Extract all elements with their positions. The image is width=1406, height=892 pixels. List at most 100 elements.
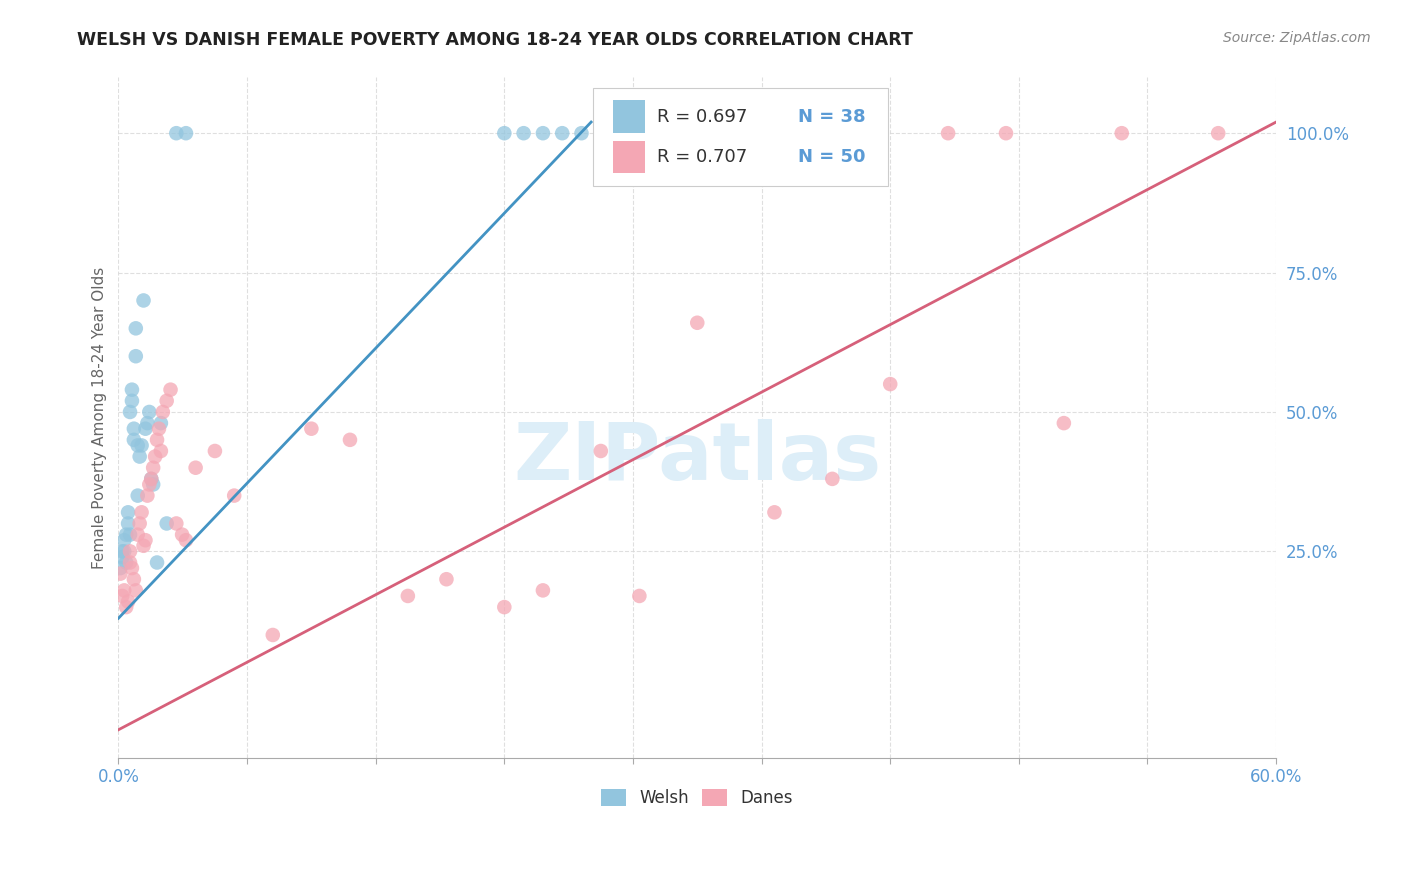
Point bbox=[148, 422, 170, 436]
Point bbox=[204, 444, 226, 458]
Point bbox=[118, 405, 141, 419]
Point bbox=[142, 460, 165, 475]
Point bbox=[262, 628, 284, 642]
Text: N = 38: N = 38 bbox=[797, 108, 865, 126]
Point bbox=[110, 561, 132, 575]
Point bbox=[224, 489, 246, 503]
Point bbox=[128, 516, 150, 531]
Text: N = 50: N = 50 bbox=[797, 148, 865, 166]
Point bbox=[165, 516, 187, 531]
Point bbox=[122, 572, 145, 586]
Point bbox=[1111, 126, 1133, 140]
Point bbox=[165, 126, 187, 140]
Point bbox=[879, 377, 901, 392]
Point bbox=[118, 556, 141, 570]
Point bbox=[131, 438, 153, 452]
Point bbox=[125, 321, 148, 335]
Point bbox=[156, 393, 179, 408]
Text: ZIPatlas: ZIPatlas bbox=[513, 419, 882, 498]
Point bbox=[117, 505, 139, 519]
Point bbox=[531, 126, 554, 140]
Point bbox=[117, 594, 139, 608]
Point bbox=[136, 489, 159, 503]
Point bbox=[110, 566, 132, 581]
Point bbox=[589, 126, 612, 140]
Legend: Welsh, Danes: Welsh, Danes bbox=[595, 782, 800, 814]
Point bbox=[1206, 126, 1229, 140]
Bar bbox=[613, 101, 645, 133]
Point bbox=[132, 539, 155, 553]
Point bbox=[146, 433, 169, 447]
Text: R = 0.697: R = 0.697 bbox=[657, 108, 747, 126]
Point bbox=[531, 583, 554, 598]
Point bbox=[149, 444, 172, 458]
Point bbox=[122, 433, 145, 447]
Point bbox=[115, 556, 138, 570]
Point bbox=[131, 505, 153, 519]
Point bbox=[589, 444, 612, 458]
Point bbox=[111, 544, 134, 558]
Point bbox=[112, 544, 135, 558]
Point bbox=[138, 477, 160, 491]
Point bbox=[121, 393, 143, 408]
Point bbox=[111, 549, 134, 564]
Point bbox=[149, 416, 172, 430]
Point bbox=[628, 589, 651, 603]
Point bbox=[111, 589, 134, 603]
Point bbox=[138, 405, 160, 419]
Point bbox=[142, 477, 165, 491]
Point bbox=[512, 126, 534, 140]
Point bbox=[118, 544, 141, 558]
Point bbox=[125, 349, 148, 363]
Point bbox=[174, 126, 197, 140]
Point bbox=[125, 583, 148, 598]
Y-axis label: Female Poverty Among 18-24 Year Olds: Female Poverty Among 18-24 Year Olds bbox=[93, 267, 107, 569]
Text: Source: ZipAtlas.com: Source: ZipAtlas.com bbox=[1223, 31, 1371, 45]
Point bbox=[152, 405, 174, 419]
Point bbox=[115, 527, 138, 541]
Point bbox=[1053, 416, 1076, 430]
Point bbox=[436, 572, 458, 586]
Point bbox=[141, 472, 163, 486]
Point bbox=[118, 527, 141, 541]
Point bbox=[136, 416, 159, 430]
Point bbox=[127, 527, 149, 541]
Point bbox=[936, 126, 959, 140]
Text: WELSH VS DANISH FEMALE POVERTY AMONG 18-24 YEAR OLDS CORRELATION CHART: WELSH VS DANISH FEMALE POVERTY AMONG 18-… bbox=[77, 31, 914, 49]
Point bbox=[143, 450, 166, 464]
Bar bbox=[613, 141, 645, 173]
Point bbox=[184, 460, 207, 475]
Point bbox=[763, 505, 786, 519]
Point bbox=[122, 422, 145, 436]
Point bbox=[494, 600, 516, 615]
Point bbox=[127, 438, 149, 452]
Point bbox=[571, 126, 593, 140]
Point bbox=[551, 126, 574, 140]
Point bbox=[821, 472, 844, 486]
Point bbox=[117, 516, 139, 531]
Point bbox=[686, 316, 709, 330]
Point bbox=[994, 126, 1017, 140]
Point bbox=[159, 383, 181, 397]
Point bbox=[146, 556, 169, 570]
Point bbox=[121, 561, 143, 575]
Point bbox=[121, 383, 143, 397]
Point bbox=[396, 589, 419, 603]
Point bbox=[156, 516, 179, 531]
Point bbox=[172, 527, 194, 541]
Text: R = 0.707: R = 0.707 bbox=[657, 148, 747, 166]
FancyBboxPatch shape bbox=[593, 87, 889, 186]
Point bbox=[134, 422, 156, 436]
Point bbox=[134, 533, 156, 548]
Point bbox=[174, 533, 197, 548]
Point bbox=[128, 450, 150, 464]
Point bbox=[112, 583, 135, 598]
Point bbox=[112, 533, 135, 548]
Point bbox=[115, 600, 138, 615]
Point bbox=[141, 472, 163, 486]
Point bbox=[339, 433, 361, 447]
Point bbox=[132, 293, 155, 308]
Point bbox=[127, 489, 149, 503]
Point bbox=[299, 422, 322, 436]
Point bbox=[494, 126, 516, 140]
